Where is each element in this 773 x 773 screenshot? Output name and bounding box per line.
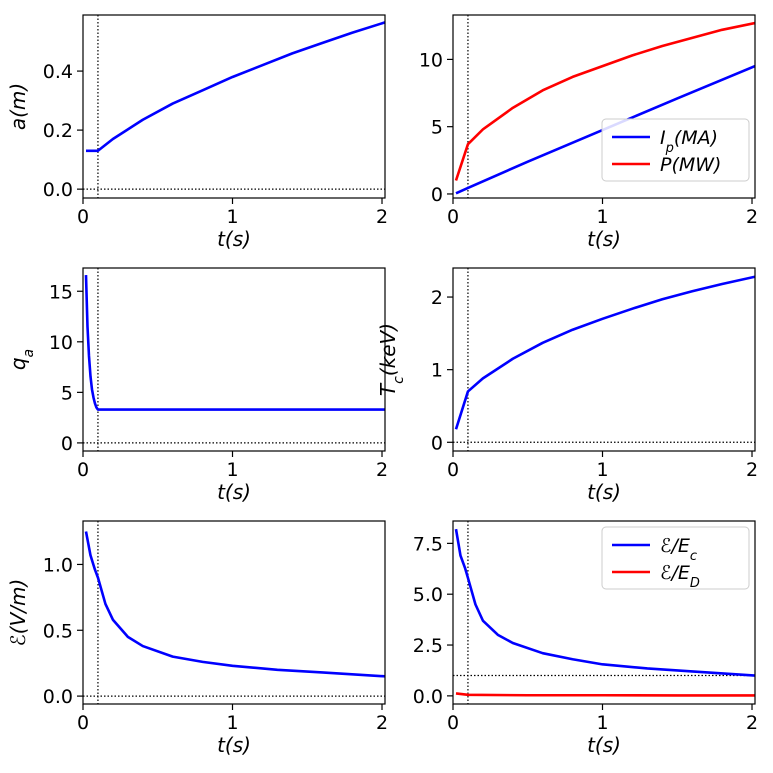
chart-panel-5: 0 1 2 0.0 0.5 1.0 t(s) ℰ(V/m)	[6, 520, 388, 757]
y-tick-label: 2	[431, 287, 443, 309]
x-tick-label: 1	[596, 206, 608, 228]
legend-box	[601, 526, 750, 590]
series-line-1	[455, 64, 755, 195]
y-axis-label: ℰ(V/m)	[6, 579, 30, 647]
legend-label: ℰ/ED	[660, 562, 700, 591]
x-tick-label: 0	[77, 459, 89, 481]
x-tick-label: 0	[77, 712, 89, 734]
y-tick-label: 0	[431, 184, 443, 206]
chart-panel-6: 0 1 2 0.0 2.5 5.0 7.5 t(s) ℰ/Ecℰ/ED	[413, 520, 758, 757]
y-tick-label: 5	[61, 382, 73, 404]
y-tick-label: 1.0	[43, 554, 73, 576]
x-tick-label: 1	[226, 459, 238, 481]
x-tick-label: 1	[226, 712, 238, 734]
y-axis-label: Tc(keV)	[376, 323, 407, 396]
series-line-1	[85, 21, 385, 153]
y-tick-label: 5	[431, 117, 443, 139]
chart-panel-2: 0 1 2 0 5 10 t(s) Ip(MA)P(MW)	[419, 14, 758, 251]
y-tick-label: 10	[49, 332, 73, 354]
x-tick-label: 1	[226, 206, 238, 228]
x-tick-label: 1	[596, 712, 608, 734]
y-axis-label: qa	[6, 349, 37, 370]
y-tick-label: 0	[61, 433, 73, 455]
legend: Ip(MA)P(MW)	[601, 118, 750, 182]
legend-label: ℰ/Ec	[660, 535, 697, 564]
x-axis-label: t(s)	[217, 480, 251, 504]
axes-frame	[82, 267, 386, 452]
x-tick-label: 1	[596, 459, 608, 481]
chart-panel-3: 0 1 2 0 5 10 15 t(s) qa	[6, 267, 388, 504]
y-tick-label: 1	[431, 360, 443, 382]
y-tick-label: 0.0	[413, 686, 443, 708]
y-tick-label: 5.0	[413, 584, 443, 606]
axes-frame	[82, 520, 386, 705]
y-tick-label: 10	[419, 49, 443, 71]
series-line-1	[84, 531, 385, 678]
legend-box	[601, 118, 750, 182]
x-tick-label: 2	[746, 459, 758, 481]
axes-frame	[452, 14, 756, 199]
x-tick-label: 0	[447, 459, 459, 481]
x-tick-label: 0	[77, 206, 89, 228]
x-tick-label: 0	[447, 712, 459, 734]
y-tick-label: 15	[49, 281, 73, 303]
series-line-2	[454, 21, 755, 181]
y-tick-label: 2.5	[413, 635, 443, 657]
y-tick-label: 0.4	[43, 61, 73, 83]
y-tick-label: 7.5	[413, 533, 443, 555]
series-line-1	[84, 275, 385, 411]
axes-frame	[452, 520, 756, 705]
x-tick-label: 2	[746, 206, 758, 228]
axes-frame	[82, 14, 386, 199]
x-tick-label: 2	[746, 712, 758, 734]
x-axis-label: t(s)	[217, 733, 251, 757]
series-line-1	[454, 528, 755, 677]
legend: ℰ/Ecℰ/ED	[601, 526, 750, 591]
y-axis-label: a(m)	[6, 83, 30, 130]
x-tick-label: 2	[376, 459, 388, 481]
x-axis-label: t(s)	[587, 733, 621, 757]
x-tick-label: 0	[447, 206, 459, 228]
series-line-1	[454, 275, 755, 430]
y-tick-label: 0.0	[43, 179, 73, 201]
chart-panel-4: 0 1 2 0 1 2 t(s) Tc(keV)	[376, 267, 758, 504]
y-tick-label: 0.5	[43, 620, 73, 642]
legend-label: Ip(MA)	[660, 127, 718, 156]
chart-panel-1: 0 1 2 0.0 0.2 0.4 t(s) a(m)	[6, 14, 388, 251]
y-tick-label: 0.2	[43, 120, 73, 142]
y-tick-label: 0.0	[43, 686, 73, 708]
legend-label: P(MW)	[660, 154, 721, 176]
series-line-2	[455, 692, 755, 697]
axes-frame	[452, 267, 756, 452]
x-axis-label: t(s)	[217, 227, 251, 251]
x-axis-label: t(s)	[587, 227, 621, 251]
x-axis-label: t(s)	[587, 480, 621, 504]
x-tick-label: 2	[376, 712, 388, 734]
y-tick-label: 0	[431, 432, 443, 454]
x-tick-label: 2	[376, 206, 388, 228]
